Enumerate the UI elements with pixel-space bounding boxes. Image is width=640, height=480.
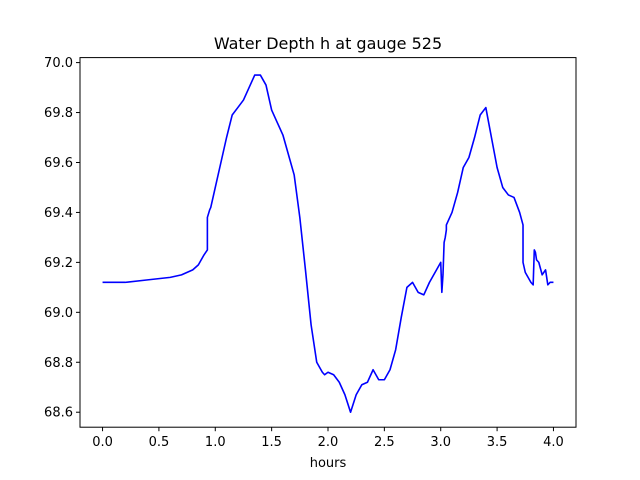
x-tick-label: 1.0 xyxy=(205,435,226,450)
x-tick-label: 2.0 xyxy=(318,435,339,450)
x-axis-label: hours xyxy=(310,456,347,471)
chart-title: Water Depth h at gauge 525 xyxy=(214,34,442,53)
y-tick-label: 68.6 xyxy=(44,406,73,421)
x-tick-label: 3.0 xyxy=(430,435,451,450)
x-tick-label: 1.5 xyxy=(261,435,282,450)
y-axis-ticks: 68.6 68.8 69.0 69.2 69.4 69.6 69.8 70.0 xyxy=(44,56,80,421)
y-tick-label: 69.2 xyxy=(44,256,73,271)
y-tick-label: 70.0 xyxy=(44,56,73,71)
y-tick-label: 69.6 xyxy=(44,156,73,171)
x-tick-label: 2.5 xyxy=(374,435,395,450)
y-tick-label: 68.8 xyxy=(44,356,73,371)
y-tick-label: 69.0 xyxy=(44,306,73,321)
x-axis-ticks: 0.0 0.5 1.0 1.5 2.0 2.5 3.0 3.5 4.0 xyxy=(92,427,564,450)
x-tick-label: 3.5 xyxy=(487,435,508,450)
x-tick-label: 0.5 xyxy=(149,435,170,450)
y-tick-label: 69.8 xyxy=(44,106,73,121)
y-tick-label: 69.4 xyxy=(44,206,73,221)
plot-frame xyxy=(79,57,577,428)
plot-area xyxy=(102,74,554,414)
x-tick-label: 4.0 xyxy=(543,435,564,450)
x-tick-label: 0.0 xyxy=(92,435,113,450)
series-line-0 xyxy=(102,74,554,414)
